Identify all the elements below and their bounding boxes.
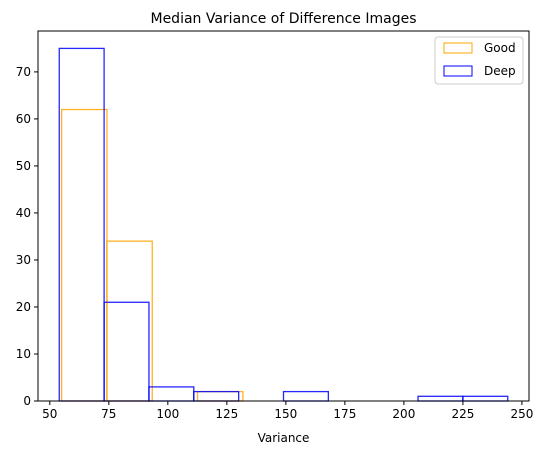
legend-label-good: Good: [484, 41, 516, 55]
x-tick-label: 50: [42, 407, 57, 421]
y-tick-label: 0: [23, 394, 31, 408]
chart-title: Median Variance of Difference Images: [150, 11, 416, 27]
y-tick-label: 10: [16, 347, 31, 361]
legend-swatch-good: [443, 42, 473, 54]
y-tick-label: 70: [16, 65, 31, 79]
y-tick-label: 20: [16, 300, 31, 314]
y-tick-label: 60: [16, 112, 31, 126]
x-tick-label: 150: [274, 407, 297, 421]
x-tick-label: 200: [392, 407, 415, 421]
y-axis: 0 10 20 30 40 50 60 70: [16, 65, 38, 408]
legend-swatch-deep: [443, 65, 473, 77]
x-axis-label: Variance: [258, 431, 310, 445]
x-tick-label: 125: [215, 407, 238, 421]
legend: Good Deep: [434, 36, 524, 85]
y-tick-label: 40: [16, 206, 31, 220]
x-tick-label: 250: [510, 407, 533, 421]
plot-frame: [37, 30, 530, 402]
x-axis: 50 75 100 125 150 175 200 225 250: [42, 401, 533, 421]
x-tick-label: 175: [333, 407, 356, 421]
legend-label-deep: Deep: [484, 64, 516, 78]
y-tick-label: 30: [16, 253, 31, 267]
y-tick-label: 50: [16, 159, 31, 173]
x-tick-label: 75: [101, 407, 116, 421]
x-tick-label: 100: [156, 407, 179, 421]
legend-box: [434, 36, 524, 85]
x-tick-label: 225: [451, 407, 474, 421]
